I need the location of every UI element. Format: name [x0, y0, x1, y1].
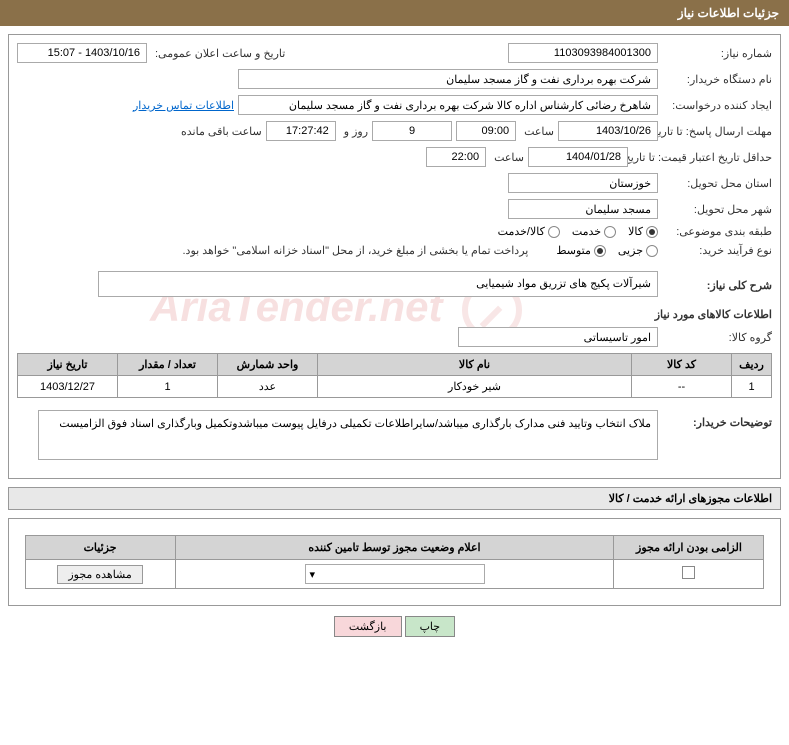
- announce-field: 1403/10/16 - 15:07: [17, 43, 147, 63]
- process-radio-group: جزیی متوسط: [556, 244, 658, 257]
- permit-table: الزامی بودن ارائه مجوز اعلام وضعیت مجوز …: [25, 535, 765, 589]
- view-permit-button[interactable]: مشاهده مجوز: [57, 565, 142, 584]
- print-button[interactable]: چاپ: [405, 616, 456, 637]
- th-details: جزئیات: [25, 536, 175, 560]
- td-status: ▾: [175, 560, 614, 589]
- radio-service-label: خدمت: [572, 225, 601, 238]
- radio-medium-label: متوسط: [556, 244, 591, 257]
- buyer-notes-label: توضیحات خریدار:: [662, 416, 772, 429]
- td-name: شیر خودکار: [318, 376, 632, 398]
- radio-medium[interactable]: متوسط: [556, 244, 606, 257]
- countdown-field: 17:27:42: [266, 121, 336, 141]
- city-field: مسجد سلیمان: [508, 199, 658, 219]
- validity-date-field: 1404/01/28: [528, 147, 628, 167]
- table-header-row: ردیف کد کالا نام کالا واحد شمارش تعداد /…: [18, 354, 772, 376]
- back-button[interactable]: بازگشت: [334, 616, 402, 637]
- table-row: 1 -- شیر خودکار عدد 1 1403/12/27: [18, 376, 772, 398]
- radio-service[interactable]: خدمت: [572, 225, 616, 238]
- need-no-label: شماره نیاز:: [662, 47, 772, 60]
- radio-dot-icon: [548, 226, 560, 238]
- page-title: جزئیات اطلاعات نیاز: [678, 6, 779, 20]
- province-field: خوزستان: [508, 173, 658, 193]
- radio-partial-label: جزیی: [618, 244, 643, 257]
- buyer-label: نام دستگاه خریدار:: [662, 73, 772, 86]
- mandatory-checkbox[interactable]: [682, 566, 695, 579]
- buyer-contact-link[interactable]: اطلاعات تماس خریدار: [133, 99, 234, 112]
- radio-both-label: کالا/خدمت: [498, 225, 545, 238]
- process-label: نوع فرآیند خرید:: [662, 244, 772, 257]
- radio-partial[interactable]: جزیی: [618, 244, 658, 257]
- buyer-notes-box: ملاک انتخاب وتایید فنی مدارک بارگذاری می…: [38, 410, 658, 460]
- td-code: --: [632, 376, 732, 398]
- td-qty: 1: [118, 376, 218, 398]
- deadline-label: مهلت ارسال پاسخ: تا تاریخ:: [662, 125, 772, 138]
- td-date: 1403/12/27: [18, 376, 118, 398]
- need-no-field: 1103093984001300: [508, 43, 658, 63]
- city-label: شهر محل تحویل:: [662, 203, 772, 216]
- th-date: تاریخ نیاز: [18, 354, 118, 376]
- days-field: 9: [372, 121, 452, 141]
- validity-label: حداقل تاریخ اعتبار قیمت: تا تاریخ:: [632, 151, 772, 164]
- permit-row: ▾ مشاهده مجوز: [25, 560, 764, 589]
- permit-container: الزامی بودن ارائه مجوز اعلام وضعیت مجوز …: [8, 518, 781, 606]
- td-idx: 1: [732, 376, 772, 398]
- announce-label: تاریخ و ساعت اعلان عمومی:: [151, 47, 285, 60]
- category-radio-group: کالا خدمت کالا/خدمت: [498, 225, 658, 238]
- th-qty: تعداد / مقدار: [118, 354, 218, 376]
- status-dropdown[interactable]: ▾: [305, 564, 485, 584]
- main-container: شماره نیاز: 1103093984001300 تاریخ و ساع…: [8, 34, 781, 479]
- td-mandatory: [614, 560, 764, 589]
- page-header: جزئیات اطلاعات نیاز: [0, 0, 789, 26]
- permit-section-header: اطلاعات مجوزهای ارائه خدمت / کالا: [8, 487, 781, 510]
- radio-goods[interactable]: کالا: [628, 225, 658, 238]
- time-label-1: ساعت: [520, 125, 554, 138]
- th-code: کد کالا: [632, 354, 732, 376]
- deadline-date-field: 1403/10/26: [558, 121, 658, 141]
- th-status: اعلام وضعیت مجوز توسط تامین کننده: [175, 536, 614, 560]
- chevron-down-icon: ▾: [310, 568, 316, 581]
- radio-dot-icon: [604, 226, 616, 238]
- button-row: چاپ بازگشت: [0, 616, 789, 637]
- permit-header-row: الزامی بودن ارائه مجوز اعلام وضعیت مجوز …: [25, 536, 764, 560]
- remain-label: ساعت باقی مانده: [177, 125, 262, 138]
- days-label: روز و: [340, 125, 368, 138]
- radio-dot-icon: [594, 245, 606, 257]
- td-details: مشاهده مجوز: [25, 560, 175, 589]
- th-row: ردیف: [732, 354, 772, 376]
- radio-goods-label: کالا: [628, 225, 643, 238]
- radio-dot-icon: [646, 226, 658, 238]
- radio-dot-icon: [646, 245, 658, 257]
- buyer-field: شرکت بهره برداری نفت و گاز مسجد سلیمان: [238, 69, 658, 89]
- time-label-2: ساعت: [490, 151, 524, 164]
- deadline-time-field: 09:00: [456, 121, 516, 141]
- th-mandatory: الزامی بودن ارائه مجوز: [614, 536, 764, 560]
- goods-table: ردیف کد کالا نام کالا واحد شمارش تعداد /…: [17, 353, 772, 398]
- radio-both[interactable]: کالا/خدمت: [498, 225, 560, 238]
- requester-label: ایجاد کننده درخواست:: [662, 99, 772, 112]
- group-label: گروه کالا:: [662, 331, 772, 344]
- requester-field: شاهرخ رضائی کارشناس اداره کالا شرکت بهره…: [238, 95, 658, 115]
- goods-section-title: اطلاعات کالاهای مورد نیاز: [17, 308, 772, 321]
- desc-field: شیرآلات پکیج های تزریق مواد شیمیایی: [98, 271, 658, 297]
- th-unit: واحد شمارش: [218, 354, 318, 376]
- category-label: طبقه بندی موضوعی:: [662, 225, 772, 238]
- th-name: نام کالا: [318, 354, 632, 376]
- validity-time-field: 22:00: [426, 147, 486, 167]
- desc-label: شرح کلی نیاز:: [662, 279, 772, 292]
- province-label: استان محل تحویل:: [662, 177, 772, 190]
- payment-note: پرداخت تمام یا بخشی از مبلغ خرید، از محل…: [183, 244, 529, 257]
- group-field: امور تاسیساتی: [458, 327, 658, 347]
- td-unit: عدد: [218, 376, 318, 398]
